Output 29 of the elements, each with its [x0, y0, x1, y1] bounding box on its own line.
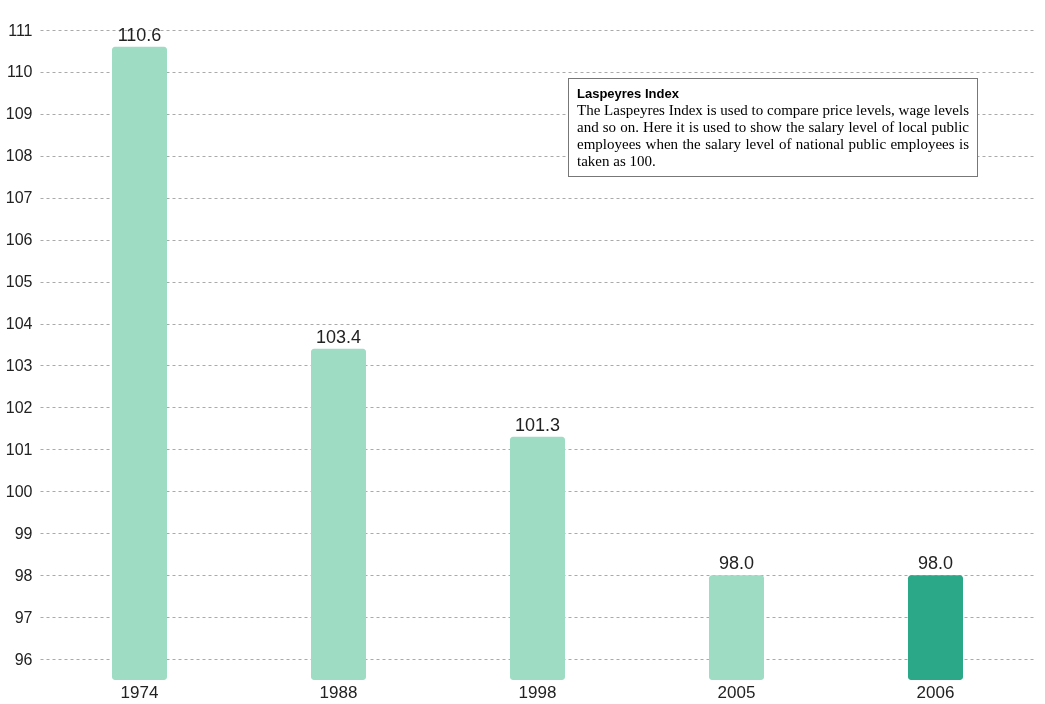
- data-label: 110.6: [117, 24, 162, 45]
- data-label: 98.0: [718, 553, 755, 574]
- y-tick-label: 103: [5, 356, 33, 374]
- data-label: 103.4: [315, 326, 362, 347]
- y-tick-label: 100: [5, 482, 33, 500]
- y-tick-label: 98: [14, 566, 33, 584]
- y-tick-label: 99: [14, 524, 33, 542]
- x-tick-label: 1998: [518, 682, 557, 702]
- y-tick-label: 109: [5, 105, 33, 123]
- x-tick-label: 1974: [120, 682, 159, 702]
- y-tick-label: 102: [5, 398, 33, 416]
- x-tick-label: 1988: [319, 682, 358, 702]
- data-label: 98.0: [917, 553, 954, 574]
- x-tick-label: 2005: [717, 682, 756, 702]
- x-tick-label: 2006: [916, 682, 955, 702]
- y-tick-label: 107: [5, 189, 33, 207]
- annotation: The Laspeyres Index is used to compare price levels, wage levels and so on. Here it is used to show the salary level of local public employees when the salary level of national public employees is taken as 100.: [577, 102, 969, 170]
- y-tick-label: 108: [5, 147, 33, 165]
- y-tick-label: 97: [14, 608, 33, 626]
- data-label: 101.3: [514, 414, 561, 435]
- y-tick-label: 104: [5, 315, 33, 333]
- note-box: Laspeyres Index The Laspeyres Index is used to compare price levels, wage levels and so on. Here it is used to show the salary level of local public employees when the salary level of national public employees is taken as 100.: [568, 78, 978, 177]
- y-tick-label: 110: [6, 63, 33, 81]
- y-tick-label: 111: [8, 21, 33, 39]
- y-tick-label: 106: [5, 231, 33, 249]
- y-tick-label: 105: [5, 273, 33, 291]
- y-tick-label: 96: [14, 650, 33, 668]
- annotation: Laspeyres Index: [577, 85, 680, 102]
- y-tick-label: 101: [5, 440, 33, 458]
